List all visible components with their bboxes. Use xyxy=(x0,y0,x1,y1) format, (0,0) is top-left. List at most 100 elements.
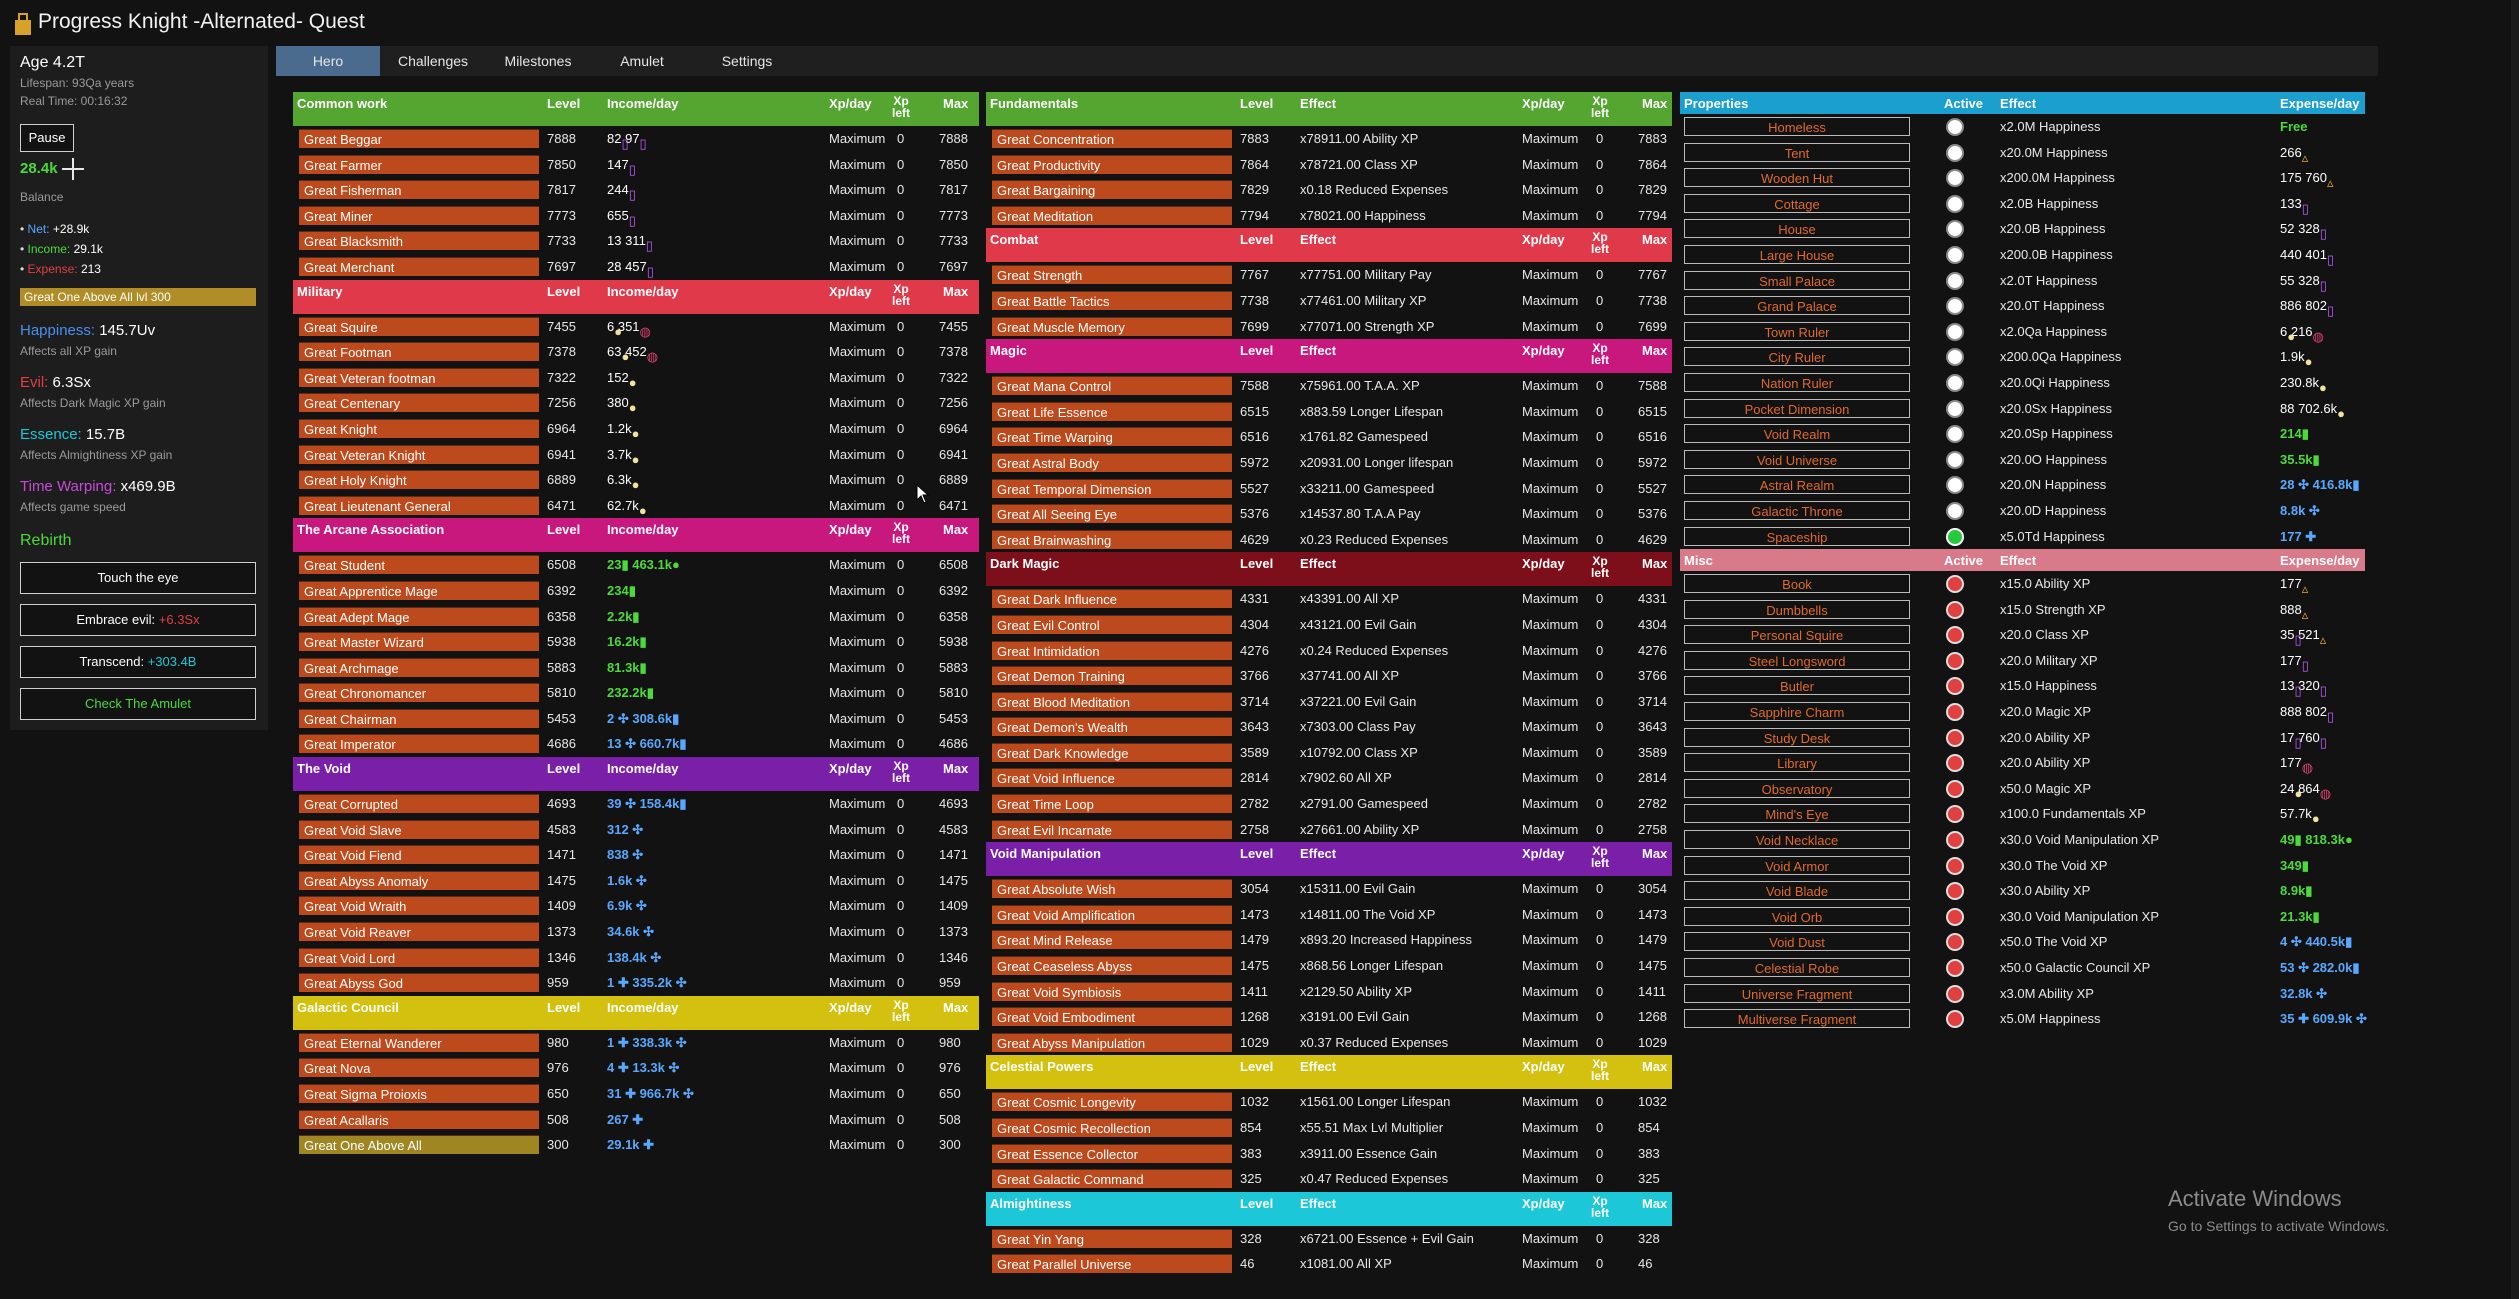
job-button[interactable]: Great Veteran footman xyxy=(299,367,539,387)
tab-settings[interactable]: Settings xyxy=(721,53,773,69)
job-button[interactable]: Great Merchant xyxy=(299,256,539,276)
skill-button[interactable]: Great Void Amplification xyxy=(992,904,1232,924)
pause-button[interactable]: Pause xyxy=(20,124,74,152)
properties-active-toggle[interactable] xyxy=(1946,501,1964,520)
misc-item-button[interactable]: Steel Longsword xyxy=(1684,650,1910,670)
misc-item-button[interactable]: Book xyxy=(1684,574,1910,594)
job-button[interactable]: Great Footman xyxy=(299,342,539,362)
properties-active-toggle[interactable] xyxy=(1946,348,1964,367)
touch-eye-button[interactable]: Touch the eye xyxy=(20,562,256,594)
job-button[interactable]: Great Archmage xyxy=(299,657,539,677)
skill-button[interactable]: Great Mana Control xyxy=(992,376,1232,396)
misc-item-button[interactable]: Multiverse Fragment xyxy=(1684,1009,1910,1029)
skill-button[interactable]: Great Meditation xyxy=(992,205,1232,225)
misc-item-button[interactable]: Observatory xyxy=(1684,778,1910,798)
misc-active-toggle[interactable] xyxy=(1946,984,1964,1003)
properties-item-button[interactable]: Astral Realm xyxy=(1684,475,1910,495)
misc-item-button[interactable]: Void Armor xyxy=(1684,855,1910,875)
job-button[interactable]: Great Student xyxy=(299,555,539,575)
job-button[interactable]: Great Void Reaver xyxy=(299,922,539,942)
misc-active-toggle[interactable] xyxy=(1946,933,1964,952)
misc-item-button[interactable]: Universe Fragment xyxy=(1684,983,1910,1003)
job-button[interactable]: Great Nova xyxy=(299,1058,539,1078)
properties-active-toggle[interactable] xyxy=(1946,322,1964,341)
misc-item-button[interactable]: Dumbbells xyxy=(1684,599,1910,619)
skill-button[interactable]: Great Blood Meditation xyxy=(992,691,1232,711)
properties-active-toggle[interactable] xyxy=(1946,527,1964,546)
skill-button[interactable]: Great Concentration xyxy=(992,129,1232,148)
properties-item-button[interactable]: Galactic Throne xyxy=(1684,500,1910,520)
job-button[interactable]: Great Squire xyxy=(299,316,539,336)
misc-item-button[interactable]: Mind's Eye xyxy=(1684,804,1910,824)
properties-item-button[interactable]: City Ruler xyxy=(1684,347,1910,367)
properties-item-button[interactable]: House xyxy=(1684,219,1910,239)
embrace-evil-button[interactable]: Embrace evil: +6.3Sx xyxy=(20,604,256,636)
properties-active-toggle[interactable] xyxy=(1946,271,1964,290)
skill-button[interactable]: Great Void Influence xyxy=(992,768,1232,788)
job-button[interactable]: Great Farmer xyxy=(299,154,539,174)
properties-active-toggle[interactable] xyxy=(1946,399,1964,418)
misc-item-button[interactable]: Sapphire Charm xyxy=(1684,702,1910,722)
job-button[interactable]: Great Sigma Proioxis xyxy=(299,1084,539,1103)
tab-challenges[interactable]: Challenges xyxy=(397,53,469,69)
skill-button[interactable]: Great Dark Knowledge xyxy=(992,742,1232,762)
properties-active-toggle[interactable] xyxy=(1946,143,1964,162)
misc-active-toggle[interactable] xyxy=(1946,805,1964,824)
misc-active-toggle[interactable] xyxy=(1946,728,1964,747)
properties-item-button[interactable]: Nation Ruler xyxy=(1684,372,1910,392)
misc-item-button[interactable]: Void Dust xyxy=(1684,932,1910,952)
scrollbar[interactable] xyxy=(2511,0,2519,1299)
check-amulet-button[interactable]: Check The Amulet xyxy=(20,688,256,720)
job-button[interactable]: Great Void Wraith xyxy=(299,896,539,916)
misc-item-button[interactable]: Void Blade xyxy=(1684,881,1910,901)
skill-button[interactable]: Great Void Embodiment xyxy=(992,1007,1232,1027)
misc-active-toggle[interactable] xyxy=(1946,856,1964,875)
job-button[interactable]: Great Knight xyxy=(299,418,539,438)
misc-active-toggle[interactable] xyxy=(1946,754,1964,773)
job-button[interactable]: Great Centenary xyxy=(299,393,539,413)
skill-button[interactable]: Great Demon's Wealth xyxy=(992,717,1232,737)
misc-active-toggle[interactable] xyxy=(1946,882,1964,901)
job-button[interactable]: Great Void Lord xyxy=(299,947,539,967)
properties-item-button[interactable]: Grand Palace xyxy=(1684,296,1910,316)
job-button[interactable]: Great Master Wizard xyxy=(299,632,539,652)
skill-button[interactable]: Great Essence Collector xyxy=(992,1143,1232,1163)
properties-item-button[interactable]: Spaceship xyxy=(1684,526,1910,546)
transcend-button[interactable]: Transcend: +303.4B xyxy=(20,646,256,678)
misc-active-toggle[interactable] xyxy=(1946,907,1964,926)
skill-button[interactable]: Great All Seeing Eye xyxy=(992,504,1232,524)
misc-item-button[interactable]: Library xyxy=(1684,753,1910,773)
skill-button[interactable]: Great Cosmic Longevity xyxy=(992,1092,1232,1112)
job-button[interactable]: Great Lieutenant General xyxy=(299,495,539,515)
job-button[interactable]: Great Abyss God xyxy=(299,973,539,993)
job-button[interactable]: Great Chairman xyxy=(299,708,539,728)
skill-button[interactable]: Great Time Loop xyxy=(992,794,1232,814)
skill-button[interactable]: Great Battle Tactics xyxy=(992,290,1232,310)
misc-active-toggle[interactable] xyxy=(1946,959,1964,977)
skill-button[interactable]: Great Absolute Wish xyxy=(992,879,1232,899)
job-button[interactable]: Great One Above All xyxy=(299,1135,539,1155)
skill-button[interactable]: Great Parallel Universe xyxy=(992,1254,1232,1274)
skill-button[interactable]: Great Void Symbiosis xyxy=(992,981,1232,1001)
job-button[interactable]: Great Veteran Knight xyxy=(299,444,539,464)
job-button[interactable]: Great Acallaris xyxy=(299,1109,539,1129)
job-button[interactable]: Great Eternal Wanderer xyxy=(299,1032,539,1052)
properties-item-button[interactable]: Void Realm xyxy=(1684,424,1910,444)
misc-item-button[interactable]: Void Necklace xyxy=(1684,830,1910,850)
skill-button[interactable]: Great Mind Release xyxy=(992,930,1232,950)
job-button[interactable]: Great Fisherman xyxy=(299,180,539,200)
misc-item-button[interactable]: Celestial Robe xyxy=(1684,958,1910,977)
misc-item-button[interactable]: Personal Squire xyxy=(1684,625,1910,645)
job-button[interactable]: Great Abyss Anomaly xyxy=(299,870,539,890)
job-button[interactable]: Great Apprentice Mage xyxy=(299,580,539,600)
job-button[interactable]: Great Holy Knight xyxy=(299,470,539,490)
properties-active-toggle[interactable] xyxy=(1946,220,1964,239)
misc-active-toggle[interactable] xyxy=(1946,1010,1964,1029)
properties-active-toggle[interactable] xyxy=(1946,169,1964,188)
properties-item-button[interactable]: Town Ruler xyxy=(1684,321,1910,341)
skill-button[interactable]: Great Bargaining xyxy=(992,180,1232,200)
misc-active-toggle[interactable] xyxy=(1946,831,1964,850)
properties-item-button[interactable]: Void Universe xyxy=(1684,449,1910,469)
skill-button[interactable]: Great Dark Influence xyxy=(992,589,1232,609)
skill-button[interactable]: Great Productivity xyxy=(992,154,1232,174)
